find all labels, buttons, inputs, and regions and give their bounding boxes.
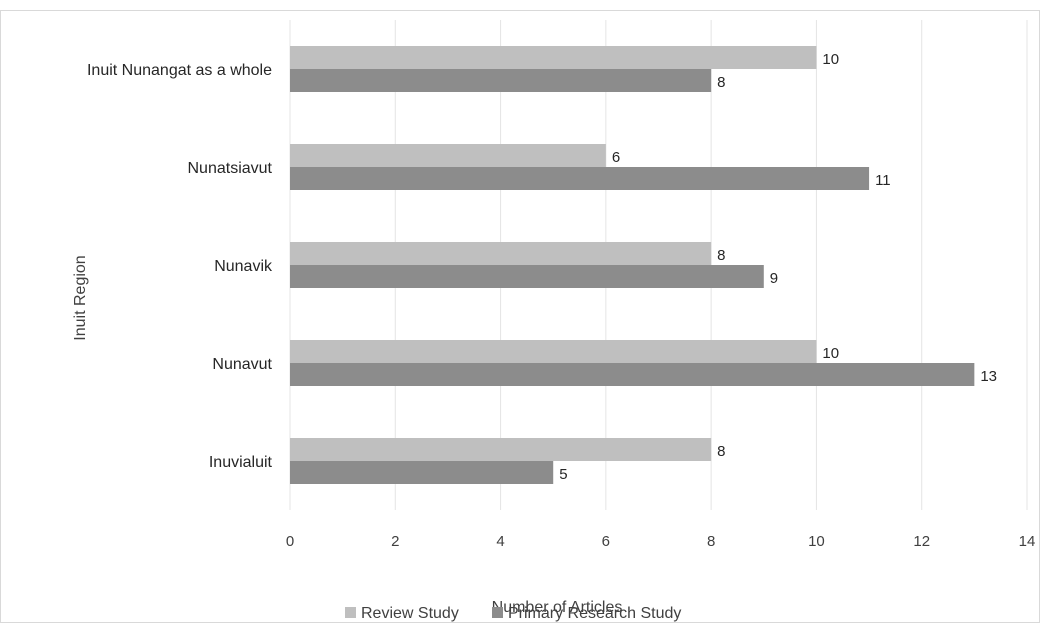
x-tick-label: 8: [707, 533, 715, 550]
data-label-review-study-nunatsiavut: 6: [612, 149, 620, 166]
data-label-review-study-nunavut: 10: [822, 345, 839, 362]
data-label-review-study-inuvialuit: 8: [717, 443, 725, 460]
x-tick-label: 0: [286, 533, 294, 550]
bar-review-study-nunavik: [290, 242, 712, 265]
chart-frame: [0, 10, 1040, 623]
data-label-primary-research-study-nunatsiavut: 11: [875, 172, 891, 189]
data-label-primary-research-study-nunavut: 13: [980, 368, 997, 385]
bar-review-study-inuit-nunangat-as-a-whole: [290, 46, 817, 69]
data-label-primary-research-study-inuvialuit: 5: [559, 466, 567, 483]
data-label-primary-research-study-inuit-nunangat-as-a-whole: 8: [717, 74, 725, 91]
bar-primary-research-study-inuit-nunangat-as-a-whole: [290, 69, 712, 92]
y-axis-title: Inuit Region: [72, 255, 89, 340]
category-label-nunavik: Nunavik: [214, 258, 273, 275]
data-label-review-study-inuit-nunangat-as-a-whole: 10: [822, 51, 839, 68]
bar-review-study-inuvialuit: [290, 438, 712, 461]
x-axis-title: Number of Articles: [492, 599, 623, 616]
category-label-inuvialuit: Inuvialuit: [209, 454, 273, 471]
x-tick-label: 10: [808, 533, 825, 550]
x-axis-ticks: 0 2 4 6 8 10 12 14: [286, 533, 1036, 550]
y-axis-category-labels: Inuit Nunangat as a whole Nunatsiavut Nuna…: [87, 62, 273, 471]
bar-review-study-nunatsiavut: [290, 144, 606, 167]
bar-primary-research-study-inuvialuit: [290, 461, 554, 484]
x-tick-label: 14: [1019, 533, 1036, 550]
data-label-review-study-nunavik: 8: [717, 247, 725, 264]
category-label-nunatsiavut: Nunatsiavut: [188, 160, 273, 177]
x-tick-label: 2: [391, 533, 399, 550]
x-tick-label: 6: [602, 533, 610, 550]
data-labels: 10 8 6 11 8 9 10 13 8 5: [559, 51, 997, 483]
legend-swatch-primary-research-study: [492, 607, 503, 618]
x-tick-label: 12: [913, 533, 930, 550]
bar-review-study-nunavut: [290, 340, 817, 363]
category-label-nunavut: Nunavut: [212, 356, 272, 373]
category-label-inuit-nunangat-as-a-whole: Inuit Nunangat as a whole: [87, 62, 272, 79]
legend: Review Study Primary Research Study: [345, 605, 681, 622]
data-label-primary-research-study-nunavik: 9: [770, 270, 778, 287]
x-tick-label: 4: [496, 533, 504, 550]
bars: [290, 46, 975, 484]
legend-label-primary-research-study: Primary Research Study: [508, 605, 681, 622]
legend-swatch-review-study: [345, 607, 356, 618]
bar-primary-research-study-nunavut: [290, 363, 975, 386]
legend-label-review-study: Review Study: [361, 605, 459, 622]
bar-primary-research-study-nunavik: [290, 265, 764, 288]
bar-primary-research-study-nunatsiavut: [290, 167, 870, 190]
